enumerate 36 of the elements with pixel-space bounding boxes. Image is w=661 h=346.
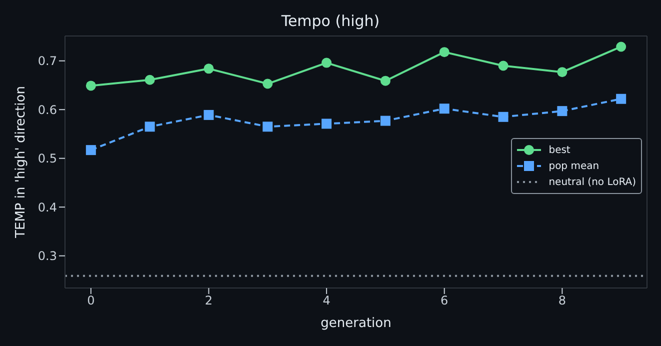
point <box>557 67 568 78</box>
legend-label: pop mean <box>548 160 600 172</box>
y-tick-label: 0.4 <box>38 200 57 214</box>
x-tick-label: 2 <box>204 294 213 308</box>
legend-label: best <box>548 144 570 156</box>
y-tick-label: 0.7 <box>38 54 57 68</box>
point <box>322 58 332 68</box>
point <box>380 76 390 86</box>
point <box>498 60 508 71</box>
x-tick-label: 4 <box>322 294 330 308</box>
point <box>86 80 96 91</box>
point <box>557 106 568 116</box>
y-axis-title: TEMP in 'high' direction <box>14 86 28 238</box>
x-tick-label: 8 <box>558 294 566 308</box>
point <box>616 94 626 104</box>
x-axis-title: generation <box>320 316 392 331</box>
point <box>144 122 155 132</box>
point <box>322 118 332 129</box>
point <box>204 110 214 120</box>
point <box>498 112 508 122</box>
point <box>616 42 626 52</box>
point <box>262 122 273 132</box>
legend-label: neutral (no LoRA) <box>548 176 636 188</box>
x-tick-label: 6 <box>440 294 448 308</box>
point <box>439 104 450 114</box>
point <box>262 78 273 89</box>
chart-title: Tempo (high) <box>280 12 381 30</box>
point <box>144 74 155 85</box>
point <box>204 64 214 74</box>
x-tick-label: 0 <box>87 294 95 308</box>
point <box>86 145 96 156</box>
y-tick-label: 0.5 <box>38 152 57 166</box>
y-tick-label: 0.3 <box>38 249 57 264</box>
y-tick-label: 0.6 <box>38 102 57 117</box>
point <box>439 47 450 58</box>
point <box>380 116 390 126</box>
